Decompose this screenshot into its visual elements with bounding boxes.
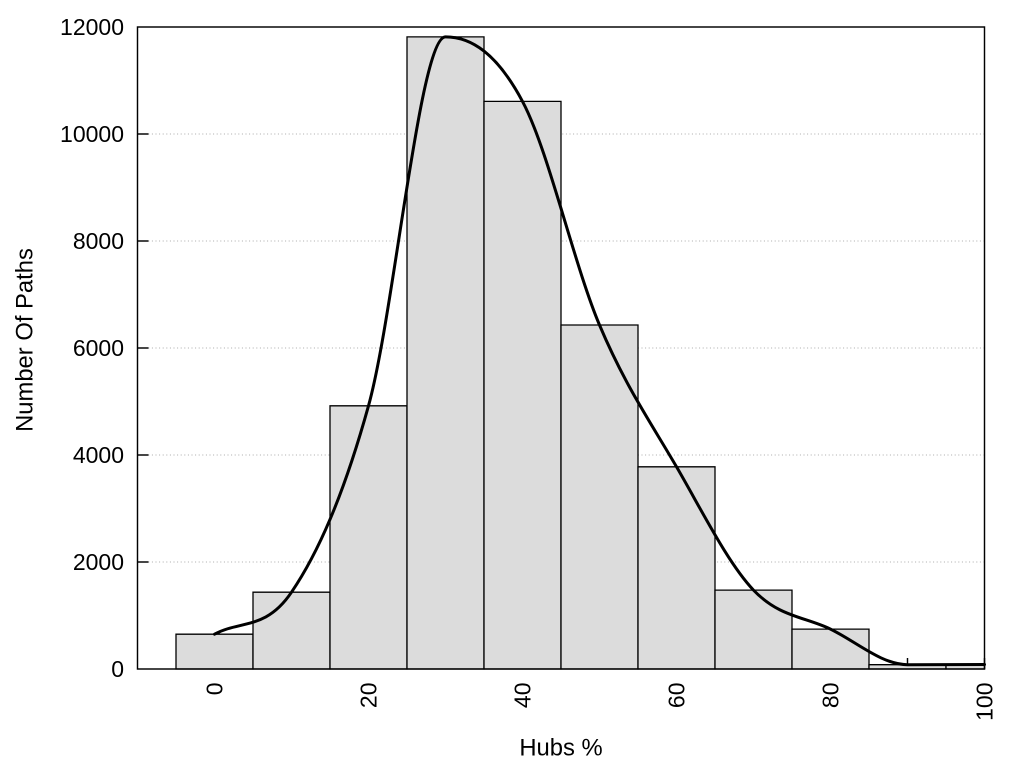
svg-text:80: 80 <box>818 683 844 709</box>
svg-text:4000: 4000 <box>73 442 124 468</box>
svg-text:12000: 12000 <box>60 14 124 40</box>
svg-text:20: 20 <box>356 683 382 709</box>
svg-text:Hubs %: Hubs % <box>519 735 602 762</box>
svg-text:0: 0 <box>111 656 124 682</box>
svg-text:0: 0 <box>202 683 228 696</box>
svg-text:8000: 8000 <box>73 228 124 254</box>
svg-text:40: 40 <box>510 683 536 709</box>
svg-text:60: 60 <box>664 683 690 709</box>
svg-text:100: 100 <box>972 683 998 721</box>
svg-text:10000: 10000 <box>60 121 124 147</box>
svg-text:Number Of Paths: Number Of Paths <box>12 248 39 432</box>
svg-text:2000: 2000 <box>73 549 124 575</box>
svg-text:6000: 6000 <box>73 335 124 361</box>
